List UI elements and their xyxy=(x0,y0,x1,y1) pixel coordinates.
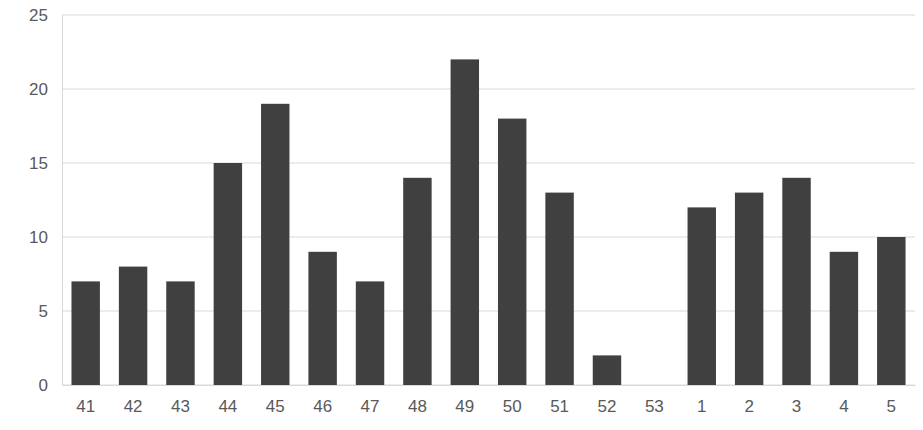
plot-area: 0510152025414243444546474849505152531234… xyxy=(29,6,915,416)
x-tick: 49 xyxy=(455,385,474,416)
bar xyxy=(451,59,479,385)
x-tick-label: 46 xyxy=(313,397,332,416)
bar xyxy=(593,355,621,385)
x-tick-label: 49 xyxy=(455,397,474,416)
y-tick-label: 20 xyxy=(29,80,48,99)
bar xyxy=(640,385,668,386)
x-axis-line xyxy=(63,385,916,386)
bar xyxy=(214,163,242,385)
y-tick-label: 5 xyxy=(39,302,48,321)
bar xyxy=(71,281,99,385)
bar xyxy=(119,267,147,385)
x-tick-label: 47 xyxy=(361,397,380,416)
bar xyxy=(403,178,431,385)
x-tick: 53 xyxy=(645,385,664,416)
x-axis: 4142434445464748495051525312345 xyxy=(63,385,916,416)
x-tick: 2 xyxy=(744,385,753,416)
bar xyxy=(688,207,716,385)
x-tick: 5 xyxy=(887,385,896,416)
x-tick-label: 43 xyxy=(171,397,190,416)
bar xyxy=(735,193,763,385)
y-tick: 15 xyxy=(29,154,62,173)
y-tick: 20 xyxy=(29,80,62,99)
grid-line xyxy=(62,163,915,164)
grid xyxy=(62,15,915,385)
chart: 0510152025414243444546474849505152531234… xyxy=(0,0,923,430)
bar xyxy=(261,104,289,385)
x-tick-label: 5 xyxy=(887,397,896,416)
x-tick: 51 xyxy=(550,385,569,416)
x-tick: 46 xyxy=(313,385,332,416)
bar xyxy=(166,281,194,385)
grid-line xyxy=(62,89,915,90)
x-tick-label: 53 xyxy=(645,397,664,416)
x-tick: 48 xyxy=(408,385,427,416)
y-tick: 25 xyxy=(29,6,62,25)
x-tick: 42 xyxy=(124,385,143,416)
x-tick: 50 xyxy=(503,385,522,416)
x-tick: 44 xyxy=(218,385,237,416)
x-tick-label: 50 xyxy=(503,397,522,416)
x-tick-label: 42 xyxy=(124,397,143,416)
x-tick: 47 xyxy=(361,385,380,416)
x-tick: 3 xyxy=(792,385,801,416)
bar xyxy=(782,178,810,385)
bar xyxy=(545,193,573,385)
x-tick-label: 2 xyxy=(744,397,753,416)
y-tick-label: 15 xyxy=(29,154,48,173)
bar xyxy=(498,119,526,385)
x-tick-label: 1 xyxy=(697,397,706,416)
bar xyxy=(830,252,858,385)
y-axis: 0 5 10 15 20 25 xyxy=(29,6,62,395)
x-tick-label: 45 xyxy=(266,397,285,416)
x-tick-label: 44 xyxy=(218,397,237,416)
grid-line xyxy=(62,15,915,16)
bar xyxy=(308,252,336,385)
x-tick: 1 xyxy=(697,385,706,416)
bars xyxy=(71,59,905,385)
y-tick: 5 xyxy=(39,302,62,321)
y-tick-label: 10 xyxy=(29,228,48,247)
x-tick-label: 41 xyxy=(76,397,95,416)
bar xyxy=(356,281,384,385)
x-tick-label: 48 xyxy=(408,397,427,416)
x-tick-label: 51 xyxy=(550,397,569,416)
y-tick-label: 0 xyxy=(39,376,48,395)
y-tick: 0 xyxy=(39,376,62,395)
x-tick-label: 4 xyxy=(839,397,848,416)
x-tick: 52 xyxy=(598,385,617,416)
y-tick-label: 25 xyxy=(29,6,48,25)
x-tick: 43 xyxy=(171,385,190,416)
x-tick-label: 52 xyxy=(598,397,617,416)
bar xyxy=(877,237,905,385)
x-tick: 4 xyxy=(839,385,848,416)
y-axis-line xyxy=(62,16,63,386)
x-tick: 45 xyxy=(266,385,285,416)
x-tick-label: 3 xyxy=(792,397,801,416)
x-tick: 41 xyxy=(76,385,95,416)
y-tick: 10 xyxy=(29,228,62,247)
